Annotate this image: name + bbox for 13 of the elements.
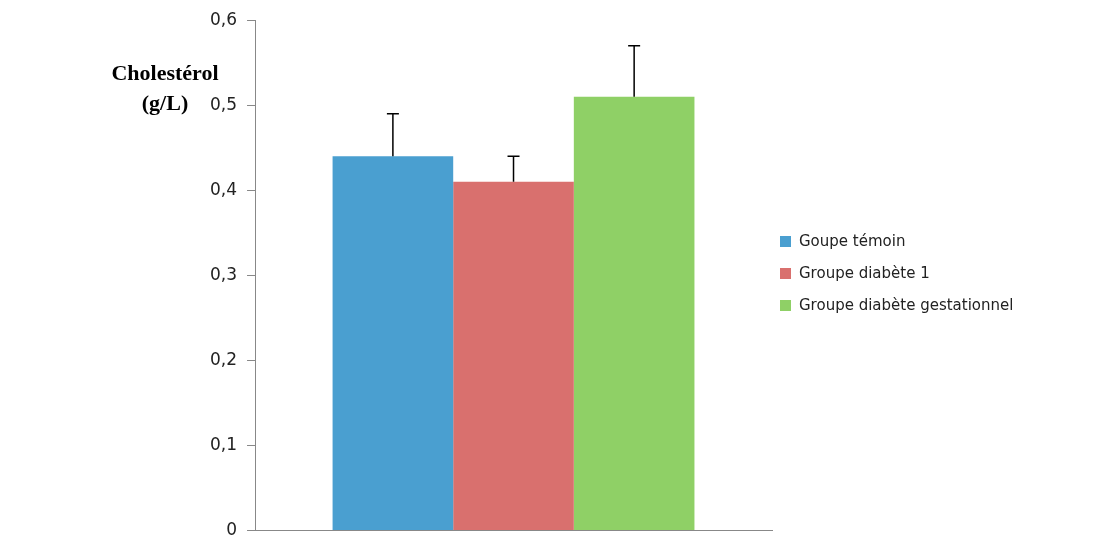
y-tick-label: 0,1	[209, 433, 238, 454]
legend-label: Groupe diabète gestationnel	[799, 296, 1014, 314]
y-tick-label: 0,5	[209, 93, 238, 114]
bar	[332, 156, 454, 531]
bar	[453, 181, 574, 531]
y-tick-label: 0,6	[209, 8, 238, 29]
legend-label: Groupe diabète 1	[799, 264, 930, 282]
y-tick-label: 0,3	[209, 263, 238, 284]
legend-label: Goupe témoin	[799, 232, 906, 250]
y-tick-label: 0,4	[209, 178, 238, 199]
y-tick-label: 0	[226, 519, 238, 540]
bar	[573, 96, 695, 531]
y-tick-label: 0,2	[209, 348, 238, 369]
